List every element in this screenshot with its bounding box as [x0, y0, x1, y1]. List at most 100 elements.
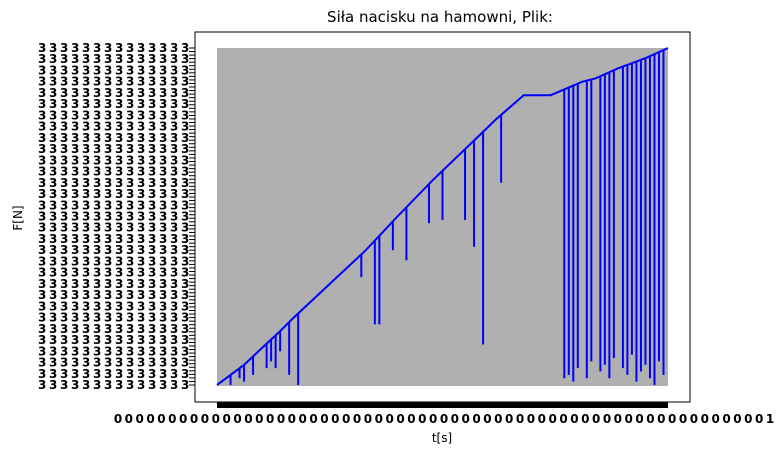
- y-tick-label-glyph: 3: [115, 142, 123, 156]
- y-tick-label-glyph: 3: [170, 86, 178, 100]
- y-tick-label-glyph: 3: [170, 288, 178, 302]
- y-tick-label-glyph: 3: [93, 131, 101, 145]
- y-tick-label-glyph: 3: [60, 356, 68, 370]
- x-tick-label-glyph: 0: [462, 412, 470, 426]
- y-tick-label-glyph: 3: [170, 75, 178, 89]
- y-tick-label-glyph: 3: [137, 344, 145, 358]
- y-tick-label-glyph: 3: [38, 120, 46, 134]
- y-tick-label-glyph: 3: [115, 41, 123, 55]
- y-tick-label-glyph: 3: [148, 187, 156, 201]
- y-tick-label-glyph: 3: [170, 63, 178, 77]
- y-tick-label-glyph: 3: [148, 75, 156, 89]
- y-tick-label-glyph: 3: [60, 344, 68, 358]
- y-tick-label-glyph: 3: [71, 277, 79, 291]
- y-tick-label-glyph: 3: [71, 210, 79, 224]
- y-tick-label-glyph: 3: [115, 210, 123, 224]
- y-tick-label-glyph: 3: [137, 198, 145, 212]
- y-tick-label-glyph: 3: [82, 153, 90, 167]
- y-tick-label-glyph: 3: [60, 277, 68, 291]
- y-tick-label-glyph: 3: [104, 288, 112, 302]
- y-tick-label-glyph: 3: [71, 142, 79, 156]
- y-tick-label-glyph: 3: [71, 254, 79, 268]
- y-tick-label-glyph: 3: [71, 344, 79, 358]
- y-tick-label-glyph: 3: [170, 142, 178, 156]
- x-tick-label-glyph: 0: [603, 412, 611, 426]
- y-tick-label-glyph: 3: [181, 232, 189, 246]
- y-tick-label-glyph: 3: [137, 288, 145, 302]
- y-tick-label-glyph: 3: [82, 210, 90, 224]
- y-tick-label-glyph: 3: [93, 322, 101, 336]
- x-tick-label-glyph: 0: [451, 412, 459, 426]
- y-tick-label-glyph: 3: [126, 86, 134, 100]
- y-tick-label-glyph: 3: [137, 165, 145, 179]
- y-tick-label-glyph: 3: [38, 165, 46, 179]
- y-tick-label-glyph: 3: [126, 221, 134, 235]
- y-tick-label-glyph: 3: [82, 356, 90, 370]
- y-tick-label-glyph: 3: [60, 63, 68, 77]
- x-tick-label-glyph: 0: [331, 412, 339, 426]
- y-tick-label-glyph: 3: [170, 198, 178, 212]
- y-tick-label-glyph: 3: [93, 277, 101, 291]
- y-tick-label-glyph: 3: [115, 165, 123, 179]
- y-tick-label-glyph: 3: [181, 187, 189, 201]
- y-tick-label-glyph: 3: [38, 322, 46, 336]
- y-tick-label-glyph: 3: [93, 120, 101, 134]
- y-tick-label-glyph: 3: [104, 367, 112, 381]
- y-tick-label-glyph: 3: [137, 311, 145, 325]
- y-tick-label-glyph: 3: [115, 75, 123, 89]
- y-tick-label-glyph: 3: [93, 254, 101, 268]
- y-tick-label-glyph: 3: [115, 176, 123, 190]
- y-tick-label-glyph: 3: [71, 176, 79, 190]
- y-tick-label-glyph: 3: [38, 311, 46, 325]
- y-tick-label-glyph: 3: [82, 277, 90, 291]
- y-tick-label-glyph: 3: [49, 266, 57, 280]
- y-tick-label-glyph: 3: [159, 187, 167, 201]
- y-tick-label-glyph: 3: [181, 52, 189, 66]
- x-tick-label-glyph: 0: [614, 412, 622, 426]
- y-tick-label-glyph: 3: [104, 333, 112, 347]
- y-tick-label-glyph: 3: [115, 63, 123, 77]
- y-tick-label-glyph: 3: [93, 266, 101, 280]
- y-tick-label-glyph: 3: [82, 52, 90, 66]
- y-tick-label-glyph: 3: [159, 153, 167, 167]
- x-tick-label-glyph: 0: [222, 412, 230, 426]
- y-tick-label-glyph: 3: [126, 254, 134, 268]
- y-tick-label-glyph: 3: [126, 52, 134, 66]
- y-tick-label-glyph: 3: [148, 210, 156, 224]
- y-tick-label-glyph: 3: [170, 254, 178, 268]
- y-tick-label-glyph: 3: [49, 243, 57, 257]
- y-tick-label-glyph: 3: [93, 97, 101, 111]
- y-tick-label-glyph: 3: [126, 153, 134, 167]
- x-tick-label-glyph: 0: [538, 412, 546, 426]
- y-tick-label-glyph: 3: [93, 52, 101, 66]
- y-tick-label-glyph: 3: [82, 378, 90, 392]
- y-tick-label-glyph: 3: [181, 153, 189, 167]
- y-tick-label-glyph: 3: [82, 232, 90, 246]
- y-tick-label-glyph: 3: [38, 299, 46, 313]
- y-tick-label-glyph: 3: [38, 277, 46, 291]
- y-tick-label-glyph: 3: [170, 311, 178, 325]
- y-tick-label-glyph: 3: [49, 367, 57, 381]
- y-tick-label-glyph: 3: [104, 356, 112, 370]
- y-tick-label-glyph: 3: [159, 108, 167, 122]
- x-tick-label-glyph: 0: [375, 412, 383, 426]
- y-tick-label-glyph: 3: [49, 131, 57, 145]
- y-tick-label-glyph: 3: [126, 120, 134, 134]
- y-axis-label: F[N]: [11, 205, 25, 230]
- x-tick-label-glyph: 0: [570, 412, 578, 426]
- y-tick-label-glyph: 3: [49, 142, 57, 156]
- y-tick-label-glyph: 3: [159, 367, 167, 381]
- x-tick-label-glyph: 0: [548, 412, 556, 426]
- x-tick-bar: [217, 402, 668, 408]
- y-tick-label-glyph: 3: [104, 97, 112, 111]
- y-tick-label-glyph: 3: [60, 131, 68, 145]
- y-tick-label-glyph: 3: [115, 120, 123, 134]
- y-tick-label-glyph: 3: [181, 176, 189, 190]
- x-tick-label-glyph: 0: [342, 412, 350, 426]
- x-tick-label-glyph: 0: [440, 412, 448, 426]
- y-tick-label-glyph: 3: [38, 187, 46, 201]
- y-tick-label-glyph: 3: [60, 86, 68, 100]
- y-tick-label-glyph: 3: [60, 142, 68, 156]
- y-tick-label-glyph: 3: [148, 41, 156, 55]
